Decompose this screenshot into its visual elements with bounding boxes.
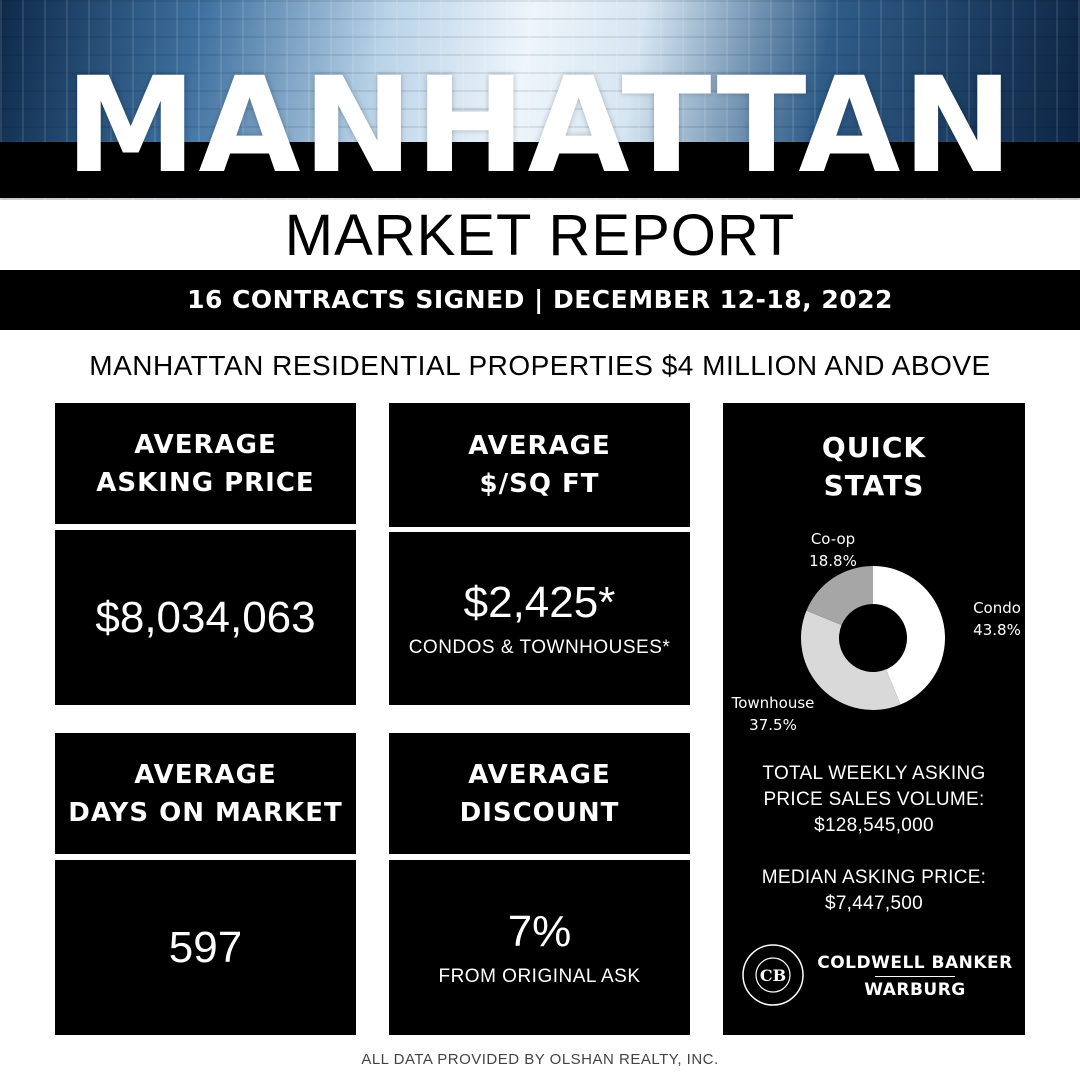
contracts-banner: 16 CONTRACTS SIGNED | DECEMBER 12-18, 20…: [0, 270, 1080, 330]
label-condo: Condo 43.8%: [957, 597, 1037, 641]
days-head-line2: DAYS ON MARKET: [68, 797, 343, 828]
brand-divider: [875, 976, 955, 977]
hero-banner: MANHATTAN: [0, 0, 1080, 200]
days-value: 597: [168, 922, 243, 972]
sqft-head-line2: $/SQ FT: [479, 469, 600, 499]
quick-stats-panel: QUICK STATS Co-op 18.8% Condo 43.8% Town…: [723, 403, 1025, 1035]
svg-text:CB: CB: [760, 966, 786, 985]
discount-card: 7% FROM ORIGINAL ASK: [389, 860, 690, 1035]
sqft-note: CONDOS & TOWNHOUSES*: [408, 636, 671, 658]
hero-title: MANHATTAN: [65, 49, 1015, 200]
asking-price-header: AVERAGE ASKING PRICE: [55, 403, 356, 524]
days-card: 597: [55, 860, 356, 1035]
hero-dark-band: [0, 142, 1080, 198]
quick-stats-title-line1: QUICK: [821, 431, 927, 464]
label-condo-value: 43.8%: [973, 621, 1021, 639]
data-source-footer: ALL DATA PROVIDED BY OLSHAN REALTY, INC.: [361, 1051, 719, 1068]
days-header: AVERAGE DAYS ON MARKET: [55, 733, 356, 854]
label-coop: Co-op 18.8%: [793, 528, 873, 572]
discount-head-line2: DISCOUNT: [459, 797, 620, 828]
discount-value: 7%: [507, 906, 572, 956]
discount-note: FROM ORIGINAL ASK: [438, 965, 641, 987]
median-value: $7,447,500: [824, 893, 924, 914]
median-label: MEDIAN ASKING PRICE:: [761, 867, 987, 888]
scope-line: MANHATTAN RESIDENTIAL PROPERTIES $4 MILL…: [89, 350, 991, 381]
donut-slice-co-op: [806, 566, 873, 626]
quick-stats-title-line2: STATS: [823, 469, 925, 502]
discount-header: AVERAGE DISCOUNT: [389, 733, 690, 854]
donut-slice-townhouse: [801, 610, 901, 710]
label-coop-name: Co-op: [810, 530, 856, 548]
brand-line2: WARBURG: [864, 980, 966, 1000]
label-townhouse-value: 37.5%: [749, 716, 797, 734]
label-coop-value: 18.8%: [809, 552, 857, 570]
volume-label-line1: TOTAL WEEKLY ASKING: [762, 763, 986, 784]
discount-head-line1: AVERAGE: [468, 759, 611, 790]
volume-block: TOTAL WEEKLY ASKING PRICE SALES VOLUME: …: [723, 761, 1025, 839]
donut-slice-condo: [873, 566, 945, 705]
brand-line1: COLDWELL BANKER: [817, 953, 1013, 973]
label-condo-name: Condo: [973, 599, 1021, 617]
days-head-line1: AVERAGE: [134, 759, 277, 790]
sqft-card: $2,425* CONDOS & TOWNHOUSES*: [389, 532, 690, 705]
asking-price-head-line2: ASKING PRICE: [96, 467, 315, 498]
asking-price-card: $8,034,063: [55, 530, 356, 705]
quick-stats-title: QUICK STATS: [723, 429, 1025, 505]
label-townhouse: Townhouse 37.5%: [723, 692, 823, 736]
median-block: MEDIAN ASKING PRICE: $7,447,500: [723, 865, 1025, 917]
asking-price-head-line1: AVERAGE: [134, 429, 277, 460]
volume-label-line2: PRICE SALES VOLUME:: [763, 789, 985, 810]
coldwell-banker-logo: CB: [742, 944, 804, 1006]
report-subtitle: MARKET REPORT: [284, 203, 796, 268]
sqft-head-line1: AVERAGE: [468, 431, 611, 461]
sqft-header: AVERAGE $/SQ FT: [389, 403, 690, 527]
sqft-value: $2,425*: [463, 577, 616, 627]
property-type-donut-chart: [801, 566, 945, 710]
brand-wordmark: COLDWELL BANKER WARBURG: [815, 951, 1015, 1002]
volume-value: $128,545,000: [814, 815, 934, 836]
asking-price-value: $8,034,063: [95, 592, 316, 642]
label-townhouse-name: Townhouse: [731, 694, 815, 712]
